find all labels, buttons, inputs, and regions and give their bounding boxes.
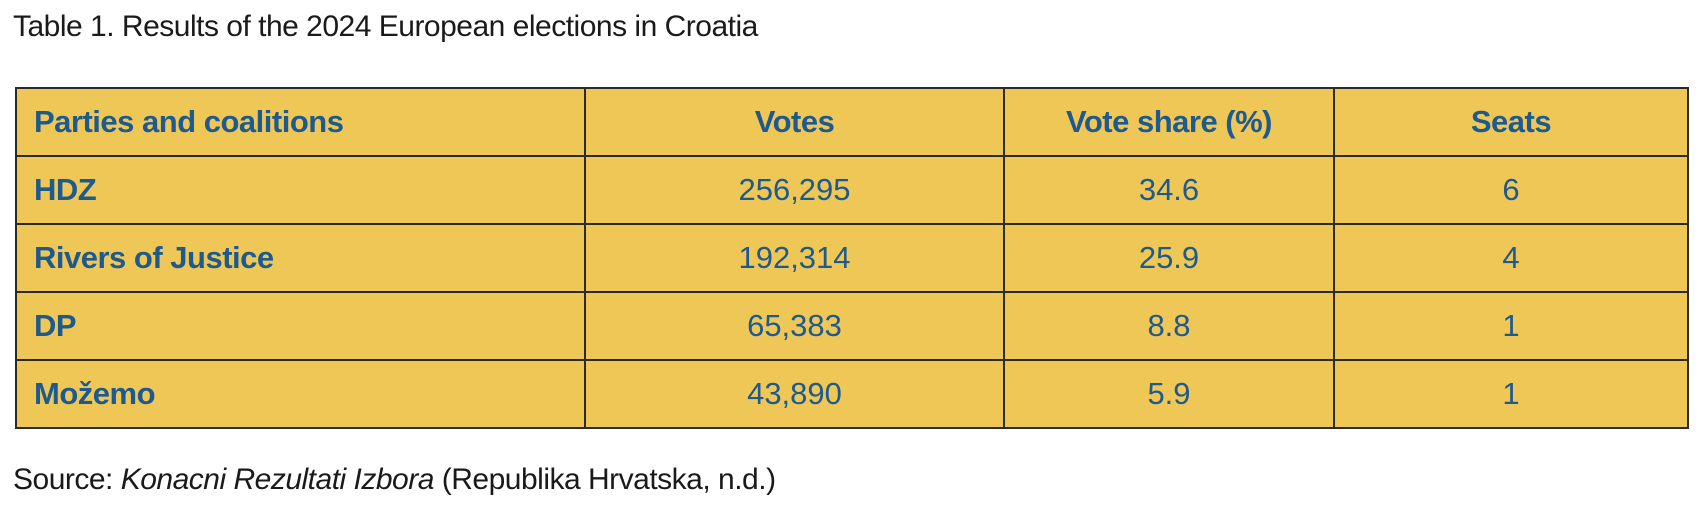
table-cell: 65,383 xyxy=(584,291,1005,361)
table-cell: 1 xyxy=(1333,359,1689,429)
table-cell: 192,314 xyxy=(584,223,1005,293)
column-header: Seats xyxy=(1333,87,1689,157)
results-table: Parties and coalitions Votes Vote share (%… xyxy=(15,87,1689,429)
table-row: HDZ 256,295 34.6 6 xyxy=(15,155,1689,225)
party-name: DP xyxy=(15,291,586,361)
source-work: Konacni Rezultati Izbora xyxy=(120,463,435,496)
table-head: Parties and coalitions Votes Vote share (%… xyxy=(15,87,1689,157)
table-row: Možemo 43,890 5.9 1 xyxy=(15,359,1689,429)
source-rest: (Republika Hrvatska, n.d.) xyxy=(441,463,776,496)
table-cell: 25.9 xyxy=(1003,223,1335,293)
party-name: Možemo xyxy=(15,359,586,429)
table-cell: 4 xyxy=(1333,223,1689,293)
header-row: Parties and coalitions Votes Vote share (%… xyxy=(15,87,1689,157)
table-body: HDZ 256,295 34.6 6 Rivers of Justice 192,314 2… xyxy=(15,155,1689,429)
column-header: Votes xyxy=(584,87,1005,157)
table-cell: 34.6 xyxy=(1003,155,1335,225)
table-cell: 8.8 xyxy=(1003,291,1335,361)
table-cell: 1 xyxy=(1333,291,1689,361)
table-row: DP 65,383 8.8 1 xyxy=(15,291,1689,361)
source-lead: Source: xyxy=(13,463,113,496)
table-cell: 6 xyxy=(1333,155,1689,225)
source-note: Source: Konacni Rezultati Izbora (Republ… xyxy=(13,463,776,497)
table-row: Rivers of Justice 192,314 25.9 4 xyxy=(15,223,1689,293)
table-cell: 5.9 xyxy=(1003,359,1335,429)
column-header: Parties and coalitions xyxy=(15,87,586,157)
party-name: Rivers of Justice xyxy=(15,223,586,293)
column-header: Vote share (%) xyxy=(1003,87,1335,157)
party-name: HDZ xyxy=(15,155,586,225)
table-cell: 43,890 xyxy=(584,359,1005,429)
table-cell: 256,295 xyxy=(584,155,1005,225)
table-title: Table 1. Results of the 2024 European el… xyxy=(13,10,758,43)
